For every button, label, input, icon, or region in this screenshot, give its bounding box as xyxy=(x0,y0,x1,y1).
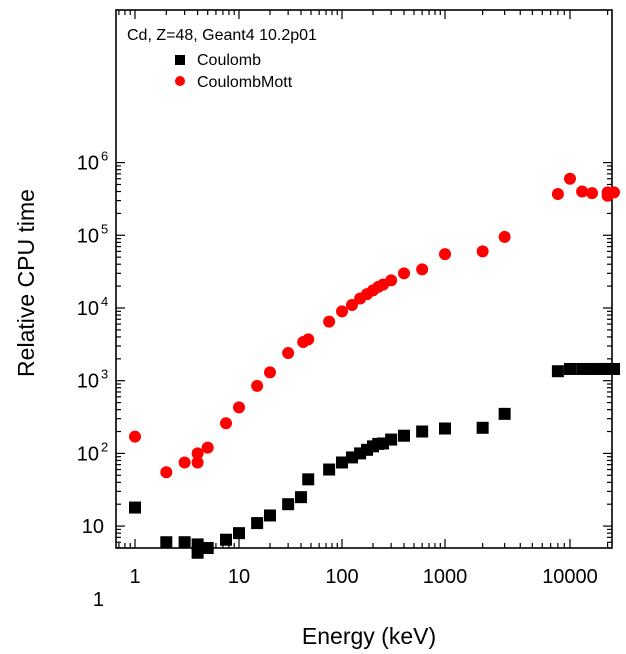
legend-label-coulomb: Coulomb xyxy=(197,52,261,69)
point-coulomb xyxy=(385,433,398,446)
y-axis-label: Relative CPU time xyxy=(13,189,39,377)
point-coulombmott xyxy=(551,187,564,200)
y-tick-label-exponent: 4 xyxy=(101,294,108,309)
x-tick-label: 10000 xyxy=(542,566,598,588)
y-tick-label: 10 xyxy=(77,153,99,175)
y-tick-label: 10 xyxy=(77,371,99,393)
legend-label-coulombmott: CoulombMott xyxy=(197,74,293,91)
x-tick-label: 1 xyxy=(129,566,140,588)
point-coulomb xyxy=(336,456,348,469)
point-coulombmott xyxy=(129,430,141,443)
legend-marker-coulombmott xyxy=(175,76,185,86)
point-coulomb xyxy=(220,533,233,546)
point-coulombmott xyxy=(191,456,204,469)
point-coulomb xyxy=(264,509,277,522)
point-coulombmott xyxy=(160,466,173,479)
y-tick-label-exponent: 6 xyxy=(101,149,108,164)
point-coulombmott xyxy=(323,315,336,328)
point-coulomb xyxy=(129,501,141,514)
y-tick-label: 10 xyxy=(82,516,104,538)
data-points xyxy=(129,172,621,559)
point-coulomb xyxy=(576,362,589,375)
point-coulombmott xyxy=(302,333,315,346)
point-coulombmott xyxy=(233,401,245,414)
point-coulombmott xyxy=(398,267,411,280)
y-tick-label-exponent: 2 xyxy=(101,439,108,454)
chart-title: Cd, Z=48, Geant4 10.2p01 xyxy=(127,27,317,44)
point-coulombmott xyxy=(220,417,233,430)
plot-border xyxy=(115,9,613,549)
point-coulombmott xyxy=(576,185,589,198)
point-coulomb xyxy=(551,365,564,378)
legend: Coulomb CoulombMott xyxy=(175,52,293,91)
axis-ticks xyxy=(116,10,612,549)
point-coulomb xyxy=(191,538,204,551)
y-tick-label-exponent: 5 xyxy=(101,221,108,236)
point-coulombmott xyxy=(439,248,451,261)
point-coulomb xyxy=(476,421,489,434)
y-tick-label: 1 xyxy=(93,589,104,611)
point-coulomb xyxy=(282,498,295,511)
point-coulombmott xyxy=(251,379,264,392)
point-coulomb xyxy=(608,362,621,375)
x-tick-label: 100 xyxy=(325,566,358,588)
x-axis-label: Energy (keV) xyxy=(302,623,436,649)
point-coulombmott xyxy=(336,305,348,318)
point-coulombmott xyxy=(416,263,429,276)
point-coulombmott xyxy=(476,245,489,258)
point-coulombmott xyxy=(201,441,214,454)
x-tick-label: 1000 xyxy=(423,566,468,588)
point-coulomb xyxy=(178,536,191,549)
point-coulombmott xyxy=(608,186,621,199)
point-coulomb xyxy=(201,541,214,554)
point-coulombmott xyxy=(564,172,576,185)
point-coulombmott xyxy=(178,456,191,469)
point-coulomb xyxy=(416,425,429,438)
point-coulomb xyxy=(323,463,336,476)
point-coulomb xyxy=(302,473,315,486)
point-coulomb xyxy=(439,422,451,435)
point-coulomb xyxy=(295,491,308,504)
legend-marker-coulomb xyxy=(175,55,185,65)
x-tick-label: 10 xyxy=(228,566,250,588)
y-tick-label-exponent: 3 xyxy=(101,367,108,382)
point-coulombmott xyxy=(264,366,277,379)
point-coulomb xyxy=(233,527,245,540)
plot-frame xyxy=(115,9,613,549)
point-coulomb xyxy=(564,362,576,375)
point-coulomb xyxy=(498,407,511,420)
point-coulomb xyxy=(398,429,411,442)
point-coulomb xyxy=(160,536,173,549)
y-tick-label: 10 xyxy=(77,443,99,465)
point-coulombmott xyxy=(498,230,511,243)
point-coulombmott xyxy=(191,447,204,460)
y-tick-label: 10 xyxy=(77,225,99,247)
point-coulomb xyxy=(251,517,264,530)
point-coulombmott xyxy=(345,298,358,311)
point-coulombmott xyxy=(586,187,599,200)
y-tick-label: 10 xyxy=(77,298,99,320)
point-coulombmott xyxy=(282,347,295,360)
point-coulombmott xyxy=(385,274,398,287)
